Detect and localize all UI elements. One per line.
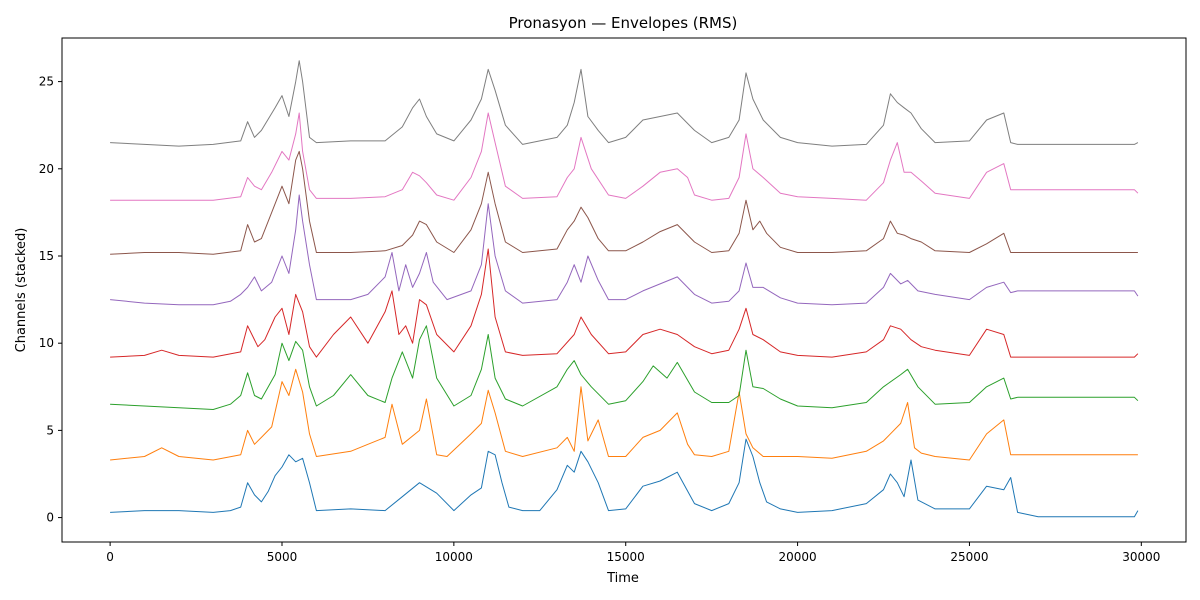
y-tick-label: 0 <box>46 511 54 525</box>
chart-title: Pronasyon — Envelopes (RMS) <box>509 14 738 32</box>
series-line-5 <box>110 150 1138 255</box>
y-tick-label: 20 <box>39 162 54 176</box>
x-tick-label: 20000 <box>778 550 816 564</box>
series-line-6 <box>110 112 1139 201</box>
x-axis-title: Time <box>606 571 639 586</box>
series-line-0 <box>110 438 1139 518</box>
x-tick-label: 0 <box>106 550 114 564</box>
y-axis-title: Channels (stacked) <box>14 228 29 353</box>
x-tick-label: 10000 <box>435 550 473 564</box>
y-axis: 0 5 10 15 20 25 <box>39 75 62 525</box>
series-line-2 <box>110 325 1139 410</box>
y-tick-label: 5 <box>46 423 54 437</box>
plot-frame <box>61 37 1187 543</box>
x-axis: 0 5000 10000 15000 20000 25000 30000 <box>106 542 1160 564</box>
series-line-7 <box>110 60 1139 147</box>
series-line-3 <box>110 248 1139 358</box>
x-tick-label: 25000 <box>950 550 988 564</box>
y-tick-label: 25 <box>39 75 54 89</box>
series-line-1 <box>110 368 1138 461</box>
x-tick-label: 30000 <box>1122 550 1160 564</box>
series-line-4 <box>110 194 1139 306</box>
y-tick-label: 15 <box>39 249 54 263</box>
x-tick-label: 15000 <box>607 550 645 564</box>
series-layer <box>110 60 1139 518</box>
x-tick-label: 5000 <box>267 550 298 564</box>
y-tick-label: 10 <box>39 336 54 350</box>
